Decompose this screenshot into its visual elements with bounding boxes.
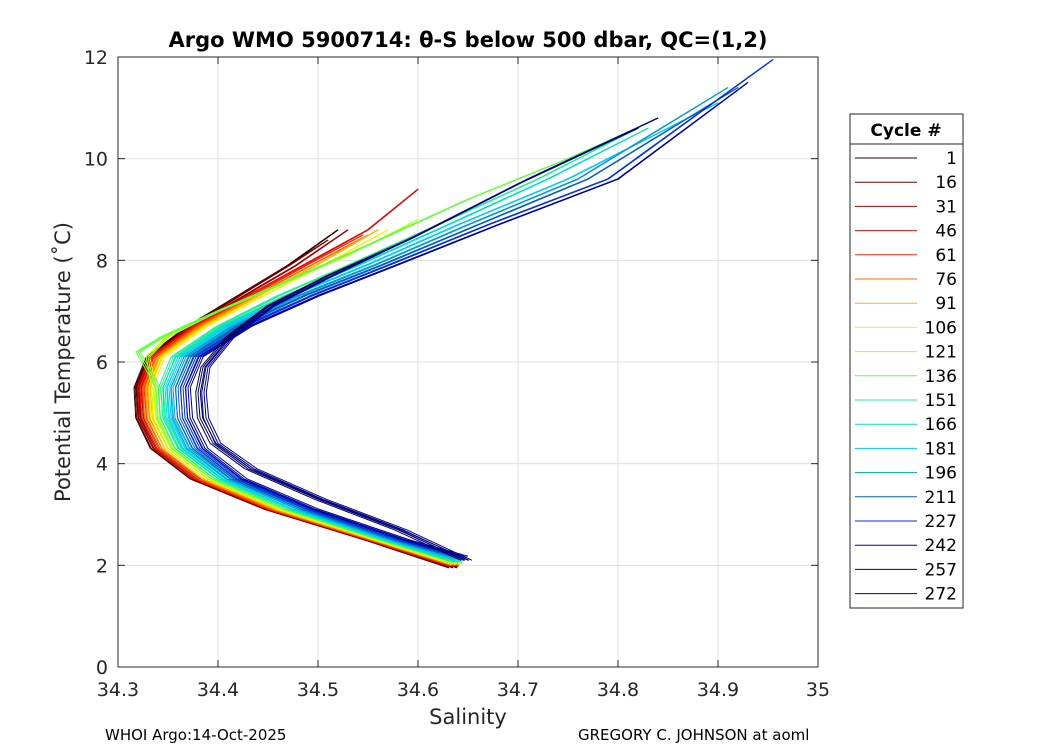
series-line-cycle-227 <box>184 59 774 558</box>
footer-left: WHOI Argo:14-Oct-2025 <box>105 726 286 744</box>
y-tick-label: 0 <box>96 657 108 679</box>
legend-label-61: 61 <box>935 246 957 266</box>
y-tick-label: 12 <box>84 47 108 69</box>
legend-label-211: 211 <box>925 488 957 508</box>
series-line-cycle-211 <box>179 87 739 559</box>
y-tick-label: 10 <box>84 149 108 171</box>
legend-label-46: 46 <box>935 222 957 242</box>
legend-label-272: 272 <box>925 585 957 605</box>
x-tick-label: 34.8 <box>597 679 639 701</box>
y-tick-label: 6 <box>96 352 108 374</box>
legend-label-181: 181 <box>925 439 957 459</box>
legend-label-166: 166 <box>925 415 957 435</box>
legend-label-151: 151 <box>925 391 957 411</box>
x-tick-label: 34.4 <box>197 679 239 701</box>
axis-ticks: 34.3 34.4 34.5 34.6 34.7 34.8 34.9 35 0 2 4 6 8 10 12 <box>84 47 830 701</box>
legend-label-76: 76 <box>935 270 957 290</box>
data-series <box>133 59 774 569</box>
legend-box <box>849 113 964 609</box>
legend: Cycle # 1 16 31 46 61 76 91 106 121 136 151 166 181 1… <box>849 113 964 609</box>
y-axis-label: Potential Temperature (˚C) <box>51 222 75 502</box>
y-tick-label: 2 <box>96 555 108 577</box>
legend-title: Cycle # <box>870 121 941 141</box>
x-tick-label: 34.5 <box>297 679 339 701</box>
y-tick-label: 4 <box>96 454 108 476</box>
x-tick-label: 34.9 <box>697 679 739 701</box>
x-tick-label: 34.3 <box>97 679 139 701</box>
legend-label-91: 91 <box>935 294 957 314</box>
footer-right: GREGORY C. JOHNSON at aoml <box>578 726 809 744</box>
series-line-cycle-272 <box>205 117 659 561</box>
legend-label-1: 1 <box>946 149 957 169</box>
y-tick-label: 8 <box>96 250 108 272</box>
legend-label-196: 196 <box>925 464 957 484</box>
x-axis-label: Salinity <box>429 705 507 729</box>
x-tick-label: 34.7 <box>497 679 539 701</box>
legend-label-121: 121 <box>925 343 957 363</box>
x-tick-label: 34.6 <box>397 679 439 701</box>
legend-label-106: 106 <box>925 318 957 338</box>
legend-label-31: 31 <box>935 197 957 217</box>
series-line-cycle-242 <box>189 81 749 557</box>
legend-label-227: 227 <box>925 512 957 532</box>
legend-label-242: 242 <box>925 536 957 556</box>
legend-label-257: 257 <box>925 560 957 580</box>
legend-label-136: 136 <box>925 367 957 387</box>
x-tick-label: 35 <box>806 679 830 701</box>
legend-label-16: 16 <box>935 173 957 193</box>
chart-title: Argo WMO 5900714: θ-S below 500 dbar, QC… <box>169 28 768 52</box>
